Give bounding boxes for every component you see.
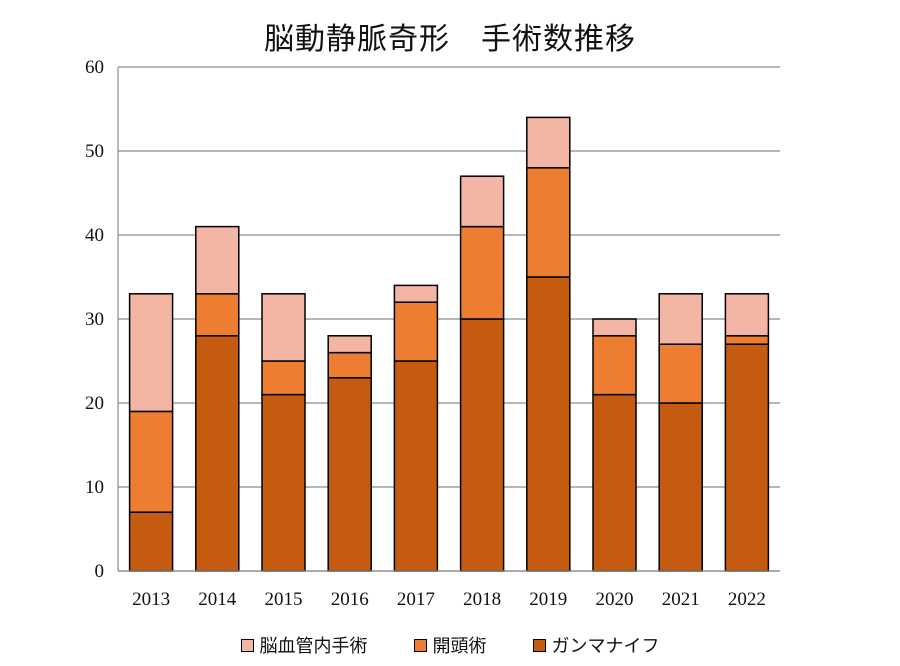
x-tick-label: 2016 <box>331 589 369 610</box>
bar-chart: 0 10 20 30 40 50 60 2013 2014 2015 2016 2017 2018 201… <box>85 57 780 610</box>
bar-segment <box>393 284 439 303</box>
axes <box>117 67 780 572</box>
legend-item: ガンマナイフ <box>532 632 660 658</box>
x-tick-label: 2014 <box>198 589 237 610</box>
legend-item: 開頭術 <box>413 632 487 658</box>
y-tick-label: 50 <box>85 141 104 162</box>
x-tick-label: 2013 <box>132 589 170 610</box>
bar-segment <box>526 116 571 169</box>
y-tick-label: 60 <box>85 57 104 78</box>
y-tick-label: 20 <box>85 393 104 414</box>
bar-segment <box>393 360 439 572</box>
legend-swatch <box>413 638 427 652</box>
x-tick-label: 2017 <box>397 589 435 610</box>
bar-segment <box>327 351 372 379</box>
x-tick-label: 2021 <box>662 589 700 610</box>
bar-segment <box>128 293 174 413</box>
bar-segment <box>459 318 505 572</box>
legend-swatch <box>532 638 546 652</box>
bar-segment <box>724 293 770 337</box>
bar-segment <box>327 377 372 572</box>
legend-label: ガンマナイフ <box>551 636 660 657</box>
bar-segment <box>658 402 703 572</box>
y-tick-label: 40 <box>85 225 104 246</box>
legend-label: 開頭術 <box>432 636 487 657</box>
bar-segment <box>195 225 240 295</box>
bar-segment <box>526 276 571 572</box>
bar-segment <box>128 410 174 513</box>
y-tick-label: 10 <box>85 477 104 498</box>
bar-segment <box>327 335 372 354</box>
legend-label: 脳血管内手術 <box>259 636 368 657</box>
x-tick-label: 2018 <box>463 589 501 610</box>
legend-item: 脳血管内手術 <box>240 632 368 658</box>
bar-segment <box>261 393 306 572</box>
bar-segment <box>261 293 306 362</box>
legend-swatch <box>240 638 254 652</box>
x-tick-label: 2022 <box>728 589 766 610</box>
bar-segment <box>658 343 703 404</box>
bar-segment <box>195 293 240 337</box>
bar-segment <box>393 301 439 362</box>
x-tick-label: 2019 <box>529 589 567 610</box>
bar-segment <box>592 335 637 396</box>
tick-labels: 0 10 20 30 40 50 60 2013 2014 2015 2016 2017 2018 201… <box>85 57 766 610</box>
y-tick-label: 0 <box>95 561 105 582</box>
x-tick-label: 2015 <box>265 589 303 610</box>
bar-segment <box>128 511 174 572</box>
legend: 脳血管内手術 開頭術 ガンマナイフ <box>0 630 900 660</box>
bar-segment <box>459 225 505 320</box>
bar-segment <box>195 335 240 572</box>
bar-segment <box>592 393 637 572</box>
bar-series <box>128 116 770 572</box>
chart-title: 脳動静脈奇形 手術数推移 <box>264 22 636 57</box>
bar-segment <box>724 335 770 345</box>
x-tick-label: 2020 <box>596 589 634 610</box>
bar-segment <box>526 167 571 278</box>
bar-segment <box>724 343 770 572</box>
bar-segment <box>261 360 306 396</box>
bar-segment <box>658 293 703 345</box>
bar-segment <box>592 318 637 337</box>
bar-segment <box>459 175 505 228</box>
y-tick-label: 30 <box>85 309 104 330</box>
